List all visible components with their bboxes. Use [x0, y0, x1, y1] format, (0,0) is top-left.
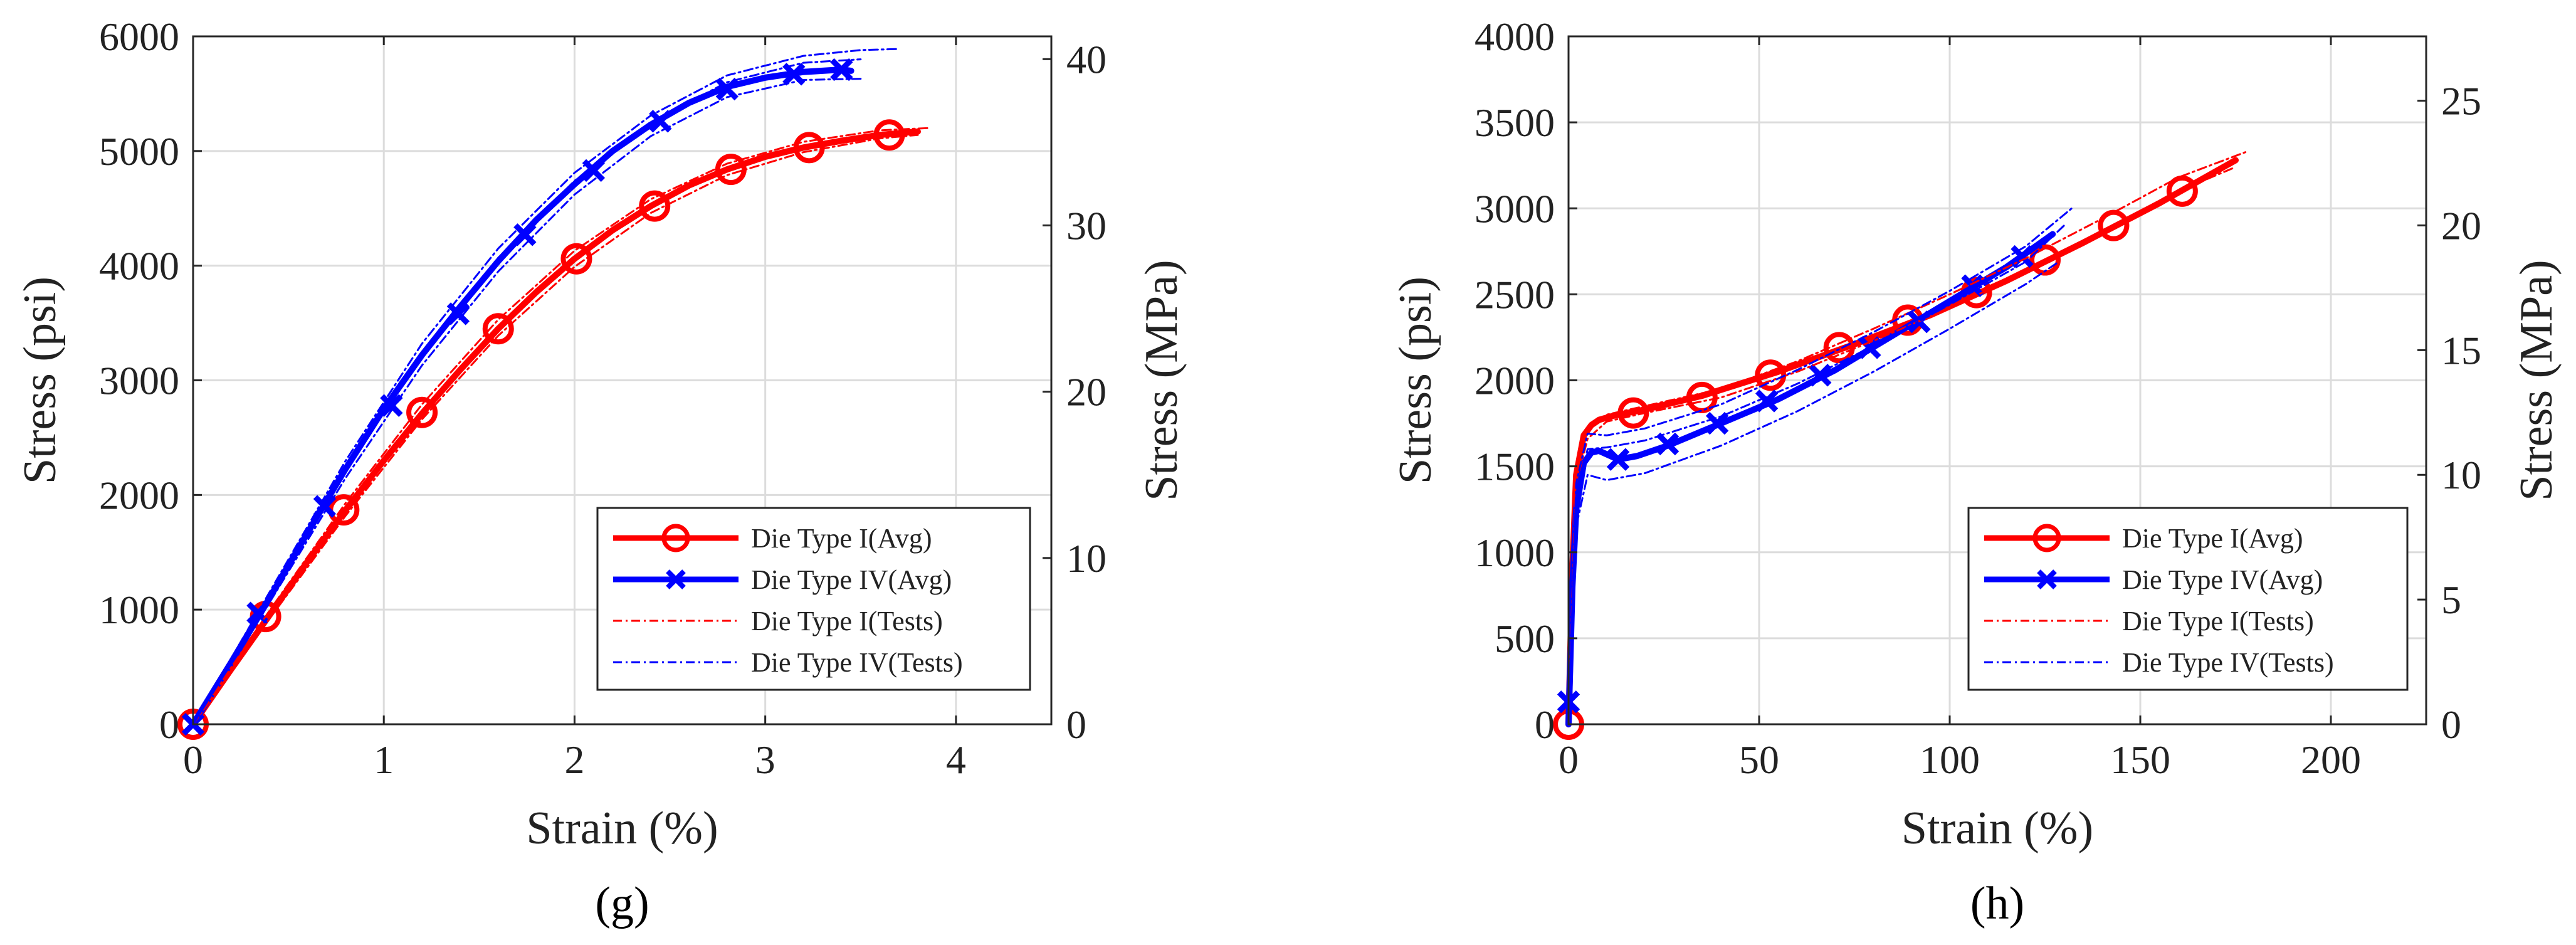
- x-tick-label: 1: [374, 737, 394, 782]
- y-right-tick-label: 10: [1066, 536, 1107, 581]
- panel-label: (h): [1970, 878, 2024, 929]
- test-run-line: [192, 58, 862, 726]
- y-tick-label: 1000: [99, 588, 179, 632]
- test-run-line: [192, 78, 862, 726]
- y-tick-label: 5000: [99, 129, 179, 174]
- x-marker: [582, 159, 606, 182]
- x-marker: [1606, 448, 1630, 471]
- x-tick-label: 150: [2110, 737, 2170, 782]
- x-tick-label: 4: [946, 737, 966, 782]
- tick-marks: [192, 35, 1051, 726]
- y-tick-label: 500: [1495, 616, 1555, 661]
- circle-marker: [482, 313, 514, 345]
- average-line: [1565, 231, 2056, 727]
- x-axis-label: Strain (%): [1901, 803, 2093, 854]
- y-tick-label: 2000: [1475, 359, 1555, 403]
- legend-label: Die Type IV(Tests): [2122, 647, 2334, 678]
- y-right-tick-label: 20: [2441, 203, 2481, 248]
- test-run-line: [192, 48, 900, 726]
- x-marker: [1656, 432, 1680, 456]
- circle-marker: [560, 243, 592, 275]
- x-tick-label: 0: [183, 737, 203, 782]
- circle-marker: [793, 132, 825, 164]
- x-tick-label: 0: [1559, 737, 1579, 782]
- legend: Die Type I(Avg) Die Type IV(Avg) Die Type …: [596, 507, 1031, 691]
- legend-label: Die Type IV(Avg): [751, 564, 952, 595]
- y-axis-label: Stress (psi): [14, 277, 66, 484]
- series-die-type-iv-tests-: [1567, 207, 2073, 726]
- test-run-line: [1567, 150, 2248, 726]
- y-tick-label: 3000: [99, 359, 179, 403]
- y-right-tick-label: 20: [1066, 370, 1107, 414]
- legend-label: Die Type I(Avg): [751, 523, 932, 554]
- series-die-type-i-tests-: [192, 127, 928, 726]
- x-tick-label: 50: [1739, 737, 1779, 782]
- panel-1: 0 50 100 150 2000500100015002000250030003500…: [1390, 14, 2562, 929]
- series-die-type-iv-tests-: [192, 48, 900, 726]
- y-tick-label: 0: [1535, 702, 1555, 747]
- tick-marks: [1567, 35, 2426, 726]
- x-marker: [1755, 389, 1779, 413]
- x-tick-label: 200: [2301, 737, 2361, 782]
- circle-marker: [1686, 381, 1718, 413]
- circle-marker: [1823, 332, 1855, 364]
- y-tick-label: 3500: [1475, 100, 1555, 145]
- test-run-line: [1567, 262, 2058, 726]
- x-marker: [1705, 411, 1729, 435]
- y-tick-label: 1500: [1475, 445, 1555, 489]
- legend-label: Die Type I(Avg): [2122, 523, 2303, 554]
- test-run-line: [192, 134, 919, 726]
- x-tick-label: 100: [1920, 737, 1980, 782]
- y-tick-label: 4000: [99, 244, 179, 288]
- legend-label: Die Type I(Tests): [2122, 606, 2314, 636]
- y-right-axis-label: Stress (MPa): [1136, 260, 1187, 500]
- y-tick-label: 2000: [99, 473, 179, 517]
- circle-marker: [2029, 244, 2061, 276]
- y-tick-label: 0: [159, 702, 179, 747]
- test-run-line: [1567, 207, 2073, 726]
- legend: Die Type I(Avg) Die Type IV(Avg) Die Type …: [1967, 507, 2409, 691]
- y-axis-label: Stress (psi): [1390, 277, 1441, 484]
- y-right-tick-label: 15: [2441, 328, 2481, 372]
- x-marker: [830, 58, 853, 82]
- y-tick-label: 6000: [99, 14, 179, 59]
- circle-marker: [406, 396, 438, 428]
- legend-circle-marker: [661, 524, 690, 552]
- y-right-tick-label: 40: [1066, 37, 1107, 82]
- panel-0: 0 1 2 3 40100020003000400050006000010203040S…: [14, 14, 1187, 929]
- x-marker: [1961, 274, 1984, 297]
- panel-label: (g): [595, 878, 649, 929]
- test-run-line: [1567, 224, 2065, 726]
- y-right-tick-label: 5: [2441, 578, 2461, 622]
- series-die-type-i-tests-: [1567, 150, 2248, 726]
- x-tick-label: 2: [564, 737, 584, 782]
- grid: [193, 36, 1051, 724]
- y-right-tick-label: 30: [1066, 203, 1107, 248]
- y-tick-label: 4000: [1475, 14, 1555, 59]
- circle-marker: [2166, 175, 2198, 207]
- y-tick-label: 1000: [1475, 531, 1555, 575]
- y-right-tick-label: 0: [1066, 702, 1086, 747]
- y-tick-label: 2500: [1475, 272, 1555, 317]
- legend-x-marker: [666, 569, 686, 589]
- x-axis-label: Strain (%): [526, 803, 718, 854]
- y-right-tick-label: 25: [2441, 79, 2481, 124]
- y-right-tick-label: 0: [2441, 702, 2461, 747]
- legend-label: Die Type IV(Avg): [2122, 564, 2323, 595]
- legend-label: Die Type I(Tests): [751, 606, 943, 636]
- x-tick-label: 3: [755, 737, 775, 782]
- legend-circle-marker: [2032, 524, 2061, 552]
- y-right-axis-label: Stress (MPa): [2511, 260, 2562, 500]
- legend-label: Die Type IV(Tests): [751, 647, 963, 678]
- y-right-tick-label: 10: [2441, 453, 2481, 497]
- legend-x-marker: [2037, 569, 2057, 589]
- test-run-line: [192, 127, 928, 726]
- y-tick-label: 3000: [1475, 186, 1555, 231]
- circle-marker: [873, 119, 905, 151]
- test-run-line: [1567, 166, 2237, 726]
